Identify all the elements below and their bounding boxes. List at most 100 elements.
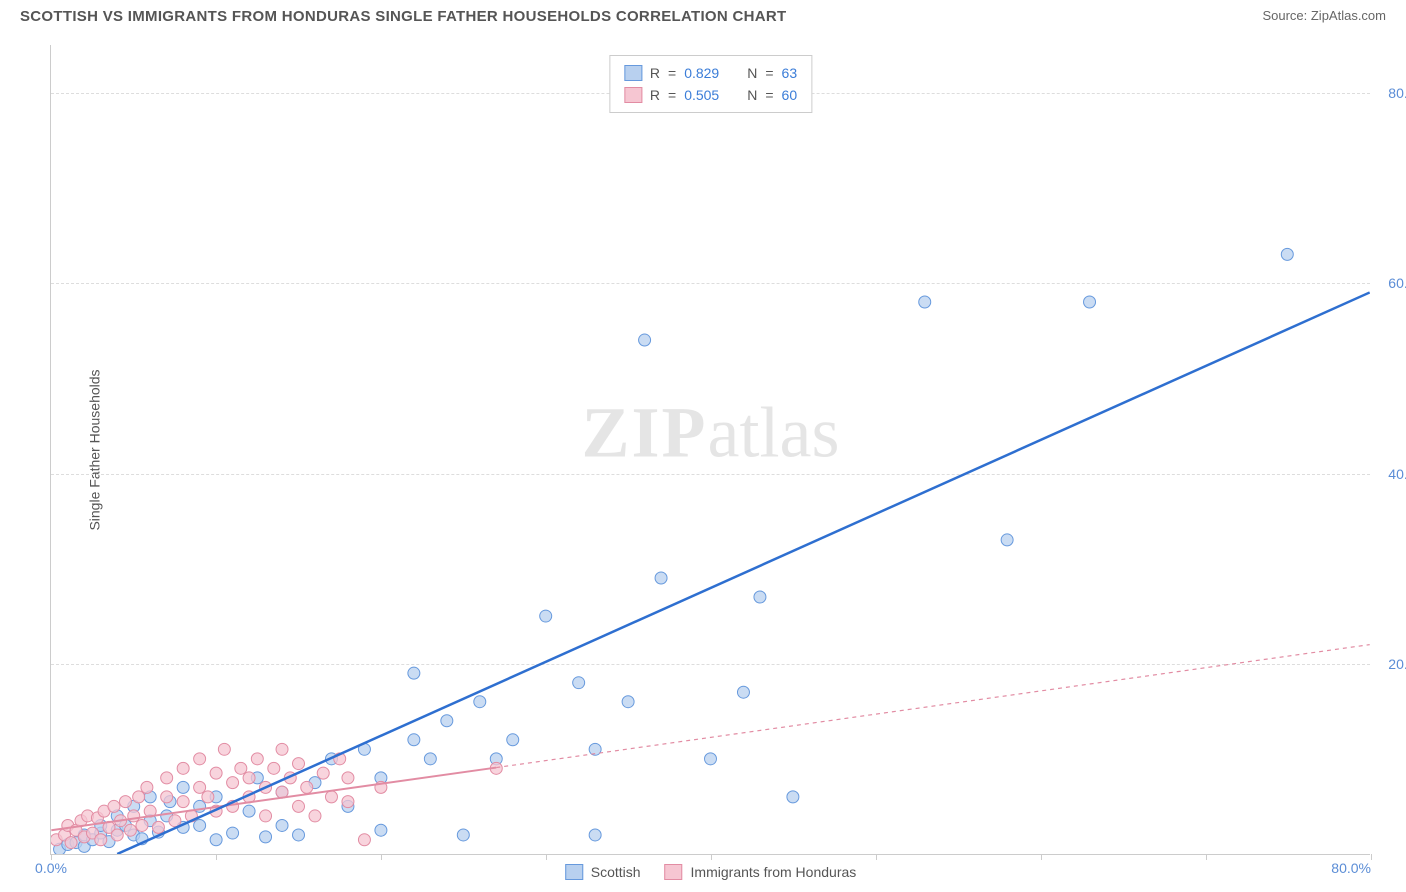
x-tick [546,854,547,860]
data-point [210,767,222,779]
data-point [1281,248,1293,260]
swatch-scottish-icon [565,864,583,880]
data-point [573,677,585,689]
x-tick [1371,854,1372,860]
chart-area: Single Father Households ZIPatlas R = 0.… [50,45,1370,855]
legend-label-0: Scottish [591,864,641,880]
legend-item-scottish: Scottish [565,864,641,880]
data-point [243,772,255,784]
data-point [141,781,153,793]
data-point [177,781,189,793]
r-value-1: 0.505 [684,84,719,106]
data-point [589,829,601,841]
y-tick-label: 80.0% [1388,85,1406,101]
data-point [152,821,164,833]
data-point [919,296,931,308]
data-point [622,696,634,708]
data-point [474,696,486,708]
data-point [375,824,387,836]
data-point [95,834,107,846]
legend-label-1: Immigrants from Honduras [691,864,857,880]
data-point [235,762,247,774]
data-point [342,796,354,808]
data-point [317,767,329,779]
data-point [754,591,766,603]
equals: = [765,62,773,84]
data-point [194,819,206,831]
data-point [540,610,552,622]
x-tick-label: 0.0% [35,860,67,876]
y-tick-label: 20.0% [1388,656,1406,672]
swatch-honduras-icon [665,864,683,880]
data-point [218,743,230,755]
data-point [424,753,436,765]
chart-title: SCOTTISH VS IMMIGRANTS FROM HONDURAS SIN… [20,8,786,25]
source-attribution: Source: ZipAtlas.com [1262,8,1386,23]
data-point [161,791,173,803]
data-point [194,753,206,765]
source-prefix: Source: [1262,8,1310,23]
legend-stats: R = 0.829 N = 63 R = 0.505 N = 60 [609,55,812,113]
trend-line [51,768,496,831]
y-tick-label: 60.0% [1388,275,1406,291]
data-point [108,800,120,812]
legend-stats-row-0: R = 0.829 N = 63 [624,62,797,84]
data-point [408,667,420,679]
legend-item-honduras: Immigrants from Honduras [665,864,857,880]
data-point [293,829,305,841]
n-label: N [747,84,757,106]
data-point [342,772,354,784]
r-label: R [650,62,660,84]
data-point [457,829,469,841]
r-value-0: 0.829 [684,62,719,84]
data-point [177,796,189,808]
x-tick [1206,854,1207,860]
data-point [705,753,717,765]
data-point [325,791,337,803]
swatch-scottish [624,65,642,81]
data-point [133,791,145,803]
trend-line [117,292,1369,854]
data-point [227,827,239,839]
x-tick [381,854,382,860]
n-value-0: 63 [782,62,798,84]
data-point [1084,296,1096,308]
plot-svg [51,45,1370,854]
data-point [276,743,288,755]
n-value-1: 60 [782,84,798,106]
plot-region: ZIPatlas R = 0.829 N = 63 R = 0.505 [50,45,1370,855]
equals: = [668,84,676,106]
x-tick [216,854,217,860]
data-point [161,772,173,784]
data-point [177,762,189,774]
data-point [293,800,305,812]
data-point [202,791,214,803]
equals: = [668,62,676,84]
equals: = [765,84,773,106]
data-point [119,796,131,808]
data-point [655,572,667,584]
y-tick-label: 40.0% [1388,466,1406,482]
legend-series: Scottish Immigrants from Honduras [565,864,857,880]
x-tick [1041,854,1042,860]
data-point [124,824,136,836]
data-point [268,762,280,774]
data-point [243,805,255,817]
data-point [408,734,420,746]
data-point [507,734,519,746]
data-point [441,715,453,727]
data-point [309,810,321,822]
source-name: ZipAtlas.com [1311,8,1386,23]
header: SCOTTISH VS IMMIGRANTS FROM HONDURAS SIN… [0,0,1406,29]
x-tick [711,854,712,860]
data-point [194,781,206,793]
data-point [787,791,799,803]
data-point [169,815,181,827]
data-point [293,758,305,770]
data-point [111,829,123,841]
data-point [251,753,263,765]
data-point [65,837,77,849]
legend-stats-row-1: R = 0.505 N = 60 [624,84,797,106]
r-label: R [650,84,660,106]
data-point [1001,534,1013,546]
